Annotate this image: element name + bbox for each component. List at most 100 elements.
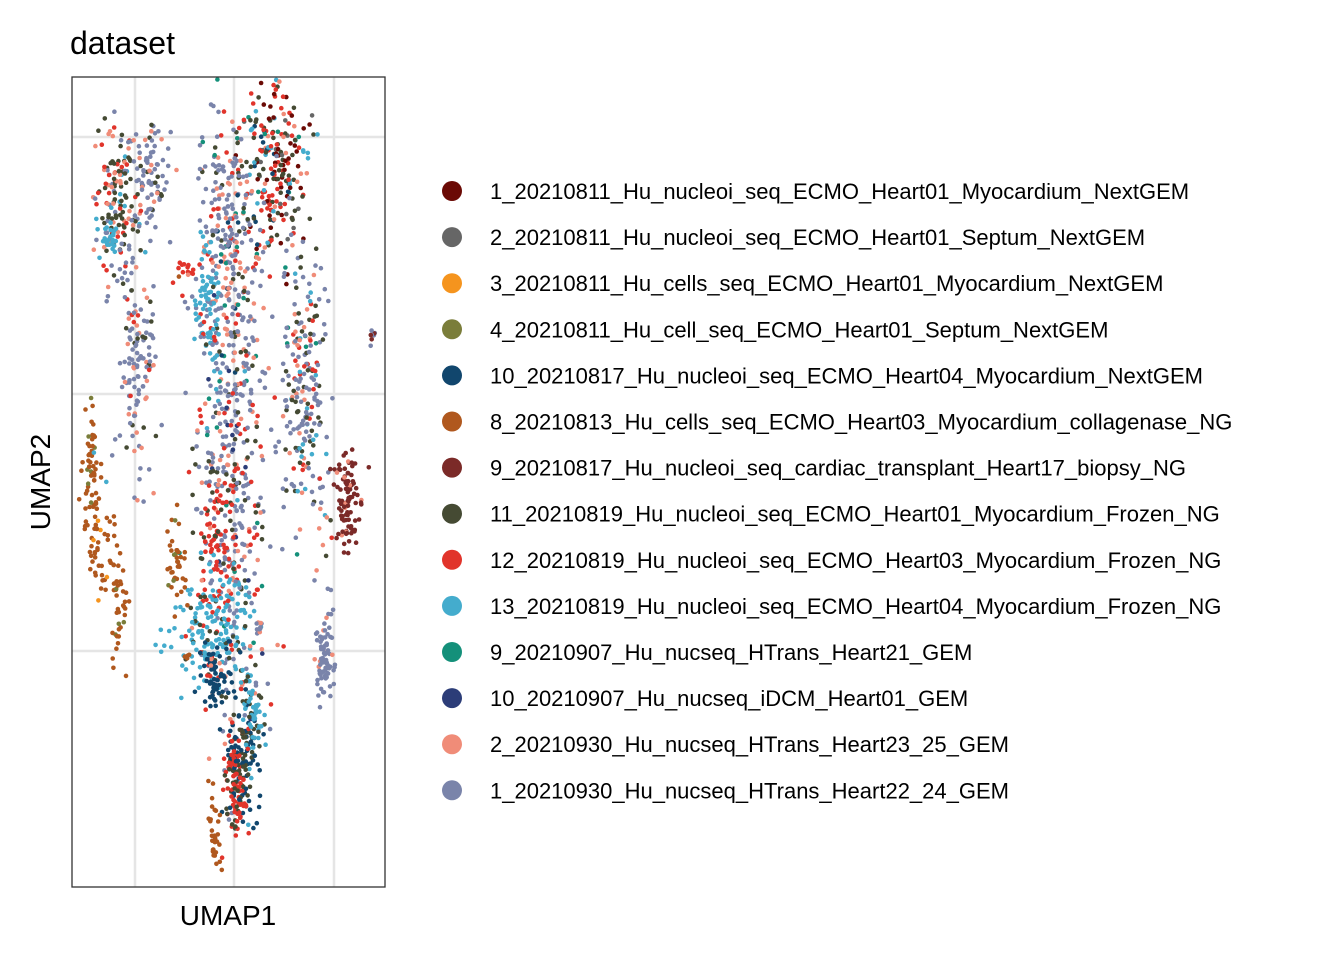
scatter-point — [303, 409, 309, 415]
scatter-point — [231, 535, 236, 540]
scatter-point — [224, 622, 229, 628]
scatter-point — [245, 297, 250, 303]
scatter-point — [152, 143, 157, 149]
scatter-point — [283, 158, 288, 164]
scatter-point — [98, 586, 104, 591]
scatter-point — [213, 670, 218, 676]
scatter-point — [226, 175, 231, 181]
scatter-point — [241, 205, 246, 211]
scatter-point — [257, 744, 262, 749]
scatter-point — [197, 622, 203, 628]
scatter-point — [159, 422, 164, 428]
scatter-point — [282, 270, 287, 276]
scatter-point — [235, 193, 240, 198]
scatter-point — [124, 162, 130, 167]
scatter-point — [281, 134, 286, 140]
scatter-point — [349, 447, 355, 452]
scatter-point — [106, 172, 112, 178]
scatter-point — [295, 163, 301, 169]
scatter-point — [242, 231, 248, 236]
scatter-point — [226, 298, 232, 303]
scatter-point — [242, 578, 248, 583]
scatter-point — [284, 407, 289, 413]
scatter-point — [259, 268, 265, 274]
scatter-point — [233, 258, 238, 264]
scatter-point — [228, 624, 234, 630]
scatter-point — [257, 768, 263, 773]
scatter-point — [114, 646, 119, 651]
scatter-point — [219, 700, 225, 705]
scatter-point — [213, 322, 219, 328]
scatter-point — [134, 430, 139, 435]
scatter-point — [88, 566, 93, 572]
scatter-point — [98, 461, 104, 467]
scatter-point — [278, 190, 284, 195]
scatter-point — [86, 452, 91, 458]
scatter-point — [328, 587, 334, 593]
scatter-point — [304, 171, 310, 176]
scatter-point — [90, 443, 95, 449]
scatter-point — [221, 109, 227, 114]
scatter-point — [253, 662, 258, 668]
scatter-point — [263, 150, 269, 155]
scatter-point — [230, 802, 236, 808]
scatter-point — [238, 349, 244, 355]
scatter-point — [146, 467, 152, 472]
scatter-point — [193, 462, 198, 467]
scatter-point — [288, 141, 293, 146]
scatter-point — [210, 597, 215, 602]
scatter-point — [259, 123, 264, 128]
scatter-point — [119, 241, 124, 247]
scatter-point — [294, 552, 300, 557]
scatter-point — [211, 207, 216, 212]
scatter-point — [224, 332, 230, 337]
scatter-point — [212, 338, 218, 343]
scatter-point — [179, 634, 184, 640]
scatter-point — [300, 389, 305, 394]
scatter-point — [214, 559, 220, 565]
scatter-point — [207, 561, 212, 567]
scatter-point — [293, 338, 298, 344]
scatter-point — [226, 399, 232, 405]
scatter-point — [332, 467, 337, 472]
scatter-point — [228, 423, 234, 428]
scatter-point — [225, 811, 230, 817]
scatter-point — [94, 506, 100, 512]
scatter-point — [296, 206, 301, 212]
scatter-point — [239, 557, 245, 563]
scatter-point — [198, 413, 203, 419]
scatter-point — [95, 540, 101, 545]
scatter-point — [227, 509, 233, 515]
scatter-point — [260, 249, 266, 255]
scatter-point — [235, 220, 241, 225]
scatter-point — [89, 543, 94, 549]
scatter-point — [236, 125, 242, 131]
scatter-point — [326, 470, 331, 475]
scatter-point — [287, 419, 293, 425]
scatter-point — [137, 155, 142, 161]
scatter-point — [242, 554, 247, 560]
scatter-point — [346, 539, 352, 544]
scatter-point — [308, 338, 313, 343]
scatter-point — [294, 149, 300, 154]
scatter-point — [302, 486, 308, 492]
scatter-point — [249, 600, 254, 606]
scatter-point — [220, 500, 225, 506]
scatter-point — [308, 411, 314, 417]
scatter-point — [215, 155, 221, 160]
scatter-point — [198, 556, 204, 561]
scatter-point — [253, 510, 259, 515]
scatter-point — [111, 228, 117, 233]
scatter-point — [210, 689, 216, 694]
scatter-point — [255, 189, 261, 195]
scatter-point — [280, 377, 286, 383]
scatter-point — [122, 359, 127, 365]
legend-label: 13_20210819_Hu_nucleoi_seq_ECMO_Heart04_… — [490, 594, 1221, 619]
scatter-point — [310, 473, 316, 479]
scatter-point — [175, 559, 180, 564]
scatter-point — [231, 483, 236, 489]
scatter-point — [114, 543, 120, 548]
scatter-point — [241, 288, 247, 294]
scatter-point — [215, 317, 220, 322]
scatter-point — [295, 343, 300, 348]
